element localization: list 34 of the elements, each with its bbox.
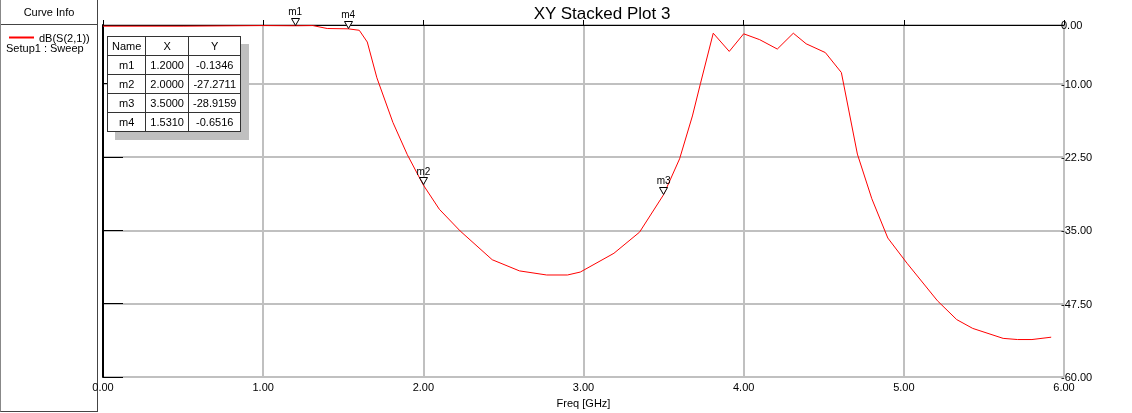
annotation: 3.5000 bbox=[145, 93, 189, 113]
y-tick-label: -10.00 bbox=[1061, 77, 1093, 90]
legend-title: Curve Info bbox=[1, 0, 97, 25]
text: Setup1 : Sweep bbox=[6, 42, 84, 54]
annotation: m3 bbox=[656, 175, 671, 187]
annotation: m2 bbox=[107, 74, 146, 94]
annotation: m4 bbox=[341, 9, 356, 21]
annotation: -28.9159 bbox=[188, 93, 241, 113]
annotation: -27.2711 bbox=[188, 74, 241, 94]
x-tick-label: 5.00 bbox=[893, 380, 915, 393]
annotation: m1 bbox=[107, 55, 146, 75]
annotation: -0.1346 bbox=[188, 55, 241, 75]
annotation: Name bbox=[107, 36, 146, 56]
legend-label: dB(S(2,1)) bbox=[39, 31, 90, 44]
annotation: m2 bbox=[416, 165, 431, 177]
annotation: 1.5310 bbox=[145, 112, 189, 132]
y-tick-label: -35.00 bbox=[1061, 224, 1093, 237]
x-tick-label: 4.00 bbox=[732, 380, 755, 393]
x-tick-label: 3.00 bbox=[572, 380, 595, 393]
annotation: 2.0000 bbox=[145, 74, 189, 94]
annotation: Y bbox=[188, 36, 241, 56]
annotation: 1.2000 bbox=[145, 55, 189, 75]
chart-title: XY Stacked Plot 3 bbox=[533, 4, 671, 23]
y-tick-label: 0.00 bbox=[1061, 19, 1083, 31]
x-tick-label: 1.00 bbox=[252, 380, 274, 393]
x-tick-label: 2.00 bbox=[412, 380, 435, 393]
annotation: m1 bbox=[288, 6, 303, 18]
annotation: -0.6516 bbox=[188, 112, 241, 132]
annotation: m4 bbox=[107, 112, 146, 132]
annotation: m3 bbox=[107, 93, 146, 113]
y-tick-label: -22.50 bbox=[1061, 151, 1093, 164]
y-tick-label: -47.50 bbox=[1061, 297, 1093, 310]
annotation: X bbox=[145, 36, 189, 56]
x-axis-title: Freq [GHz] bbox=[556, 396, 611, 409]
